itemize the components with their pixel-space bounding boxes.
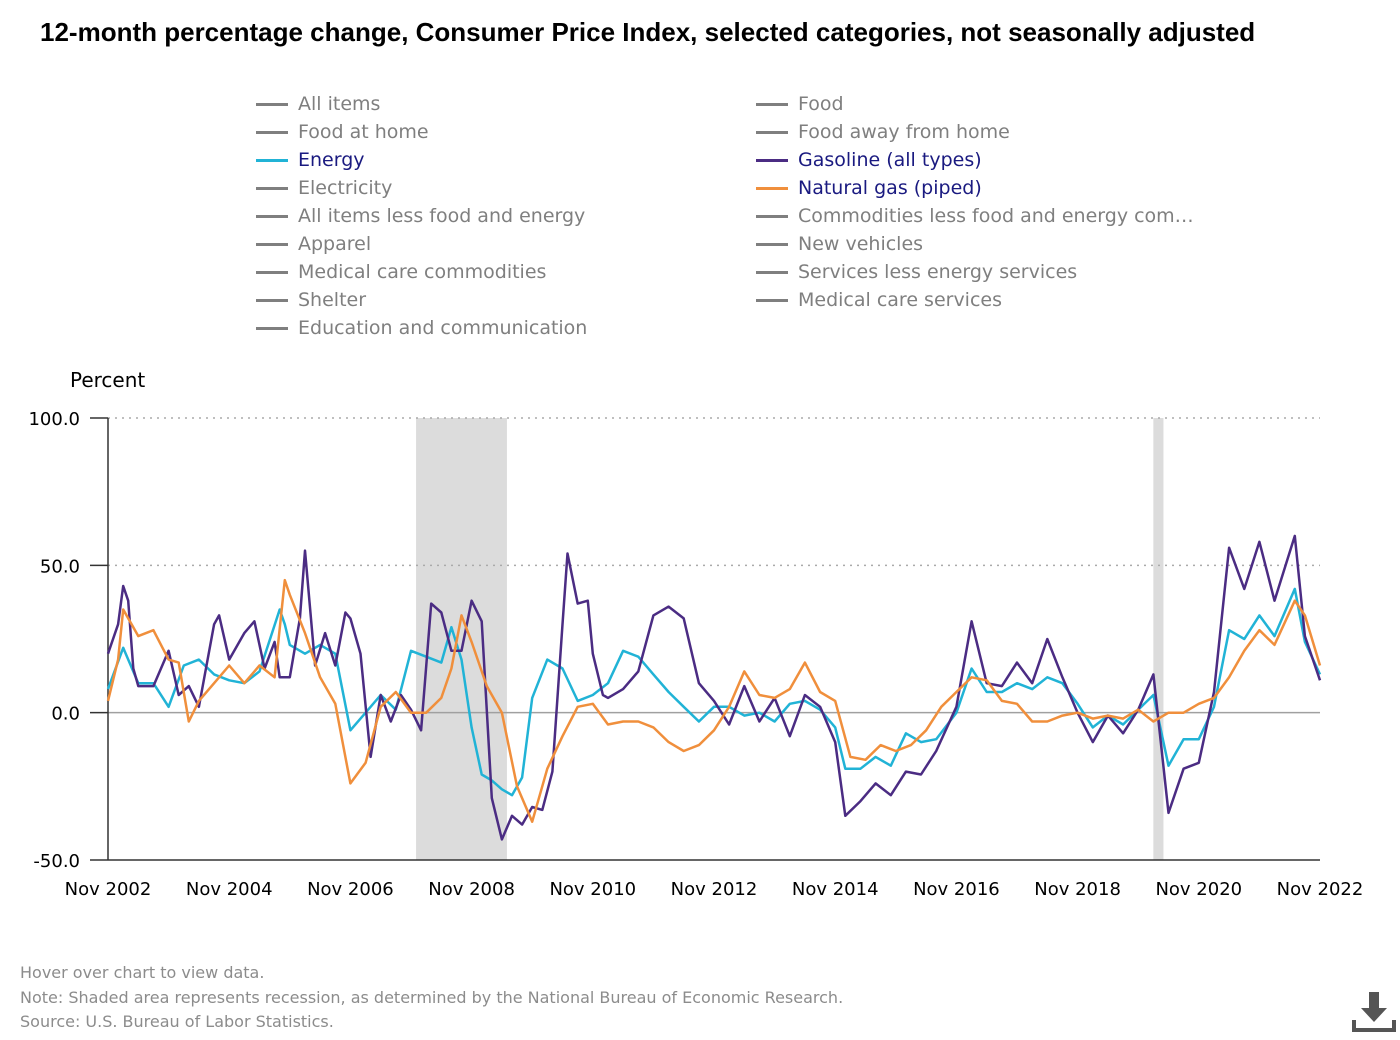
legend-item[interactable]: Services less energy services — [756, 258, 1077, 286]
legend-label: Food at home — [298, 121, 429, 143]
legend-item[interactable]: Medical care services — [756, 286, 1002, 314]
x-tick-label: Nov 2010 — [549, 879, 636, 900]
legend-swatch — [256, 242, 288, 246]
legend-label: New vehicles — [798, 233, 924, 255]
download-button[interactable] — [1352, 990, 1396, 1034]
hover-hint: Hover over chart to view data. — [20, 963, 265, 982]
legend-item[interactable]: Education and communication — [256, 314, 587, 342]
download-icon — [1352, 992, 1396, 1032]
legend-swatch — [256, 186, 288, 190]
legend-swatch — [756, 130, 788, 134]
line-chart[interactable]: -50.0 0.0 50.0 100.0 Nov 2002 Nov 2004 Nov 200… — [0, 0, 1400, 920]
legend-item[interactable]: All items less food and energy — [256, 202, 585, 230]
x-tick-label: Nov 2008 — [428, 879, 515, 900]
source-note: Source: U.S. Bureau of Labor Statistics. — [20, 1012, 334, 1031]
series-line — [106, 587, 1322, 797]
legend-label: Food away from home — [798, 121, 1010, 143]
recession-band — [416, 418, 507, 860]
legend-label: Energy — [298, 149, 365, 171]
legend-label: Natural gas (piped) — [798, 177, 982, 199]
legend-label: Medical care commodities — [298, 261, 547, 283]
legend-item[interactable]: Food away from home — [756, 118, 1010, 146]
x-tick-label: Nov 2004 — [186, 879, 273, 900]
x-tick-label: Nov 2006 — [307, 879, 394, 900]
x-tick-label: Nov 2018 — [1034, 879, 1121, 900]
legend-item[interactable]: Food — [756, 90, 844, 118]
legend-label: Shelter — [298, 289, 367, 311]
series-line — [106, 578, 1322, 823]
legend-swatch — [756, 186, 788, 190]
chart-title: 12-month percentage change, Consumer Pri… — [40, 17, 1256, 47]
legend-swatch — [256, 214, 288, 218]
legend-swatch — [256, 298, 288, 302]
legend-label: Services less energy services — [798, 261, 1078, 283]
legend-item[interactable]: Shelter — [256, 286, 366, 314]
y-tick-label: 100.0 — [28, 409, 80, 430]
legend-swatch — [756, 158, 788, 162]
legend-swatch — [756, 242, 788, 246]
x-tick-label: Nov 2016 — [913, 879, 1000, 900]
legend-item[interactable]: Commodities less food and energy com… — [756, 202, 1194, 230]
legend-label: All items — [298, 93, 381, 115]
legend-item[interactable]: Energy — [256, 146, 365, 174]
series-line — [106, 534, 1322, 841]
legend-label: Food — [798, 93, 844, 115]
legend-label: Education and communication — [298, 317, 588, 339]
x-tick-label: Nov 2014 — [792, 879, 879, 900]
legend-label: Gasoline (all types) — [798, 149, 982, 171]
x-tick-label: Nov 2022 — [1277, 879, 1364, 900]
y-tick-label: -50.0 — [33, 851, 80, 872]
x-tick-label: Nov 2012 — [671, 879, 758, 900]
legend-item[interactable]: Food at home — [256, 118, 429, 146]
legend-swatch — [256, 326, 288, 330]
legend-label: Electricity — [298, 177, 393, 199]
x-tick-label: Nov 2002 — [65, 879, 152, 900]
legend-item[interactable]: Apparel — [256, 230, 371, 258]
legend-item[interactable]: Natural gas (piped) — [756, 174, 982, 202]
legend-item[interactable]: Gasoline (all types) — [756, 146, 982, 174]
legend-swatch — [756, 298, 788, 302]
y-axis-label: Percent — [70, 368, 146, 392]
legend-label: Apparel — [298, 233, 372, 255]
recession-band — [1153, 418, 1164, 860]
recession-note: Note: Shaded area represents recession, … — [20, 988, 844, 1007]
legend-swatch — [756, 102, 788, 106]
y-tick-label: 0.0 — [51, 704, 80, 725]
legend-label: Commodities less food and energy com… — [798, 205, 1194, 227]
x-tick-label: Nov 2020 — [1155, 879, 1242, 900]
legend-item[interactable]: All items — [256, 90, 380, 118]
legend-swatch — [256, 130, 288, 134]
y-tick-label: 50.0 — [40, 556, 80, 577]
legend-item[interactable]: Medical care commodities — [256, 258, 546, 286]
legend-label: All items less food and energy — [298, 205, 586, 227]
legend-swatch — [256, 102, 288, 106]
legend-swatch — [756, 214, 788, 218]
legend-swatch — [256, 270, 288, 274]
legend-item[interactable]: New vehicles — [756, 230, 923, 258]
legend-label: Medical care services — [798, 289, 1002, 311]
legend-swatch — [256, 158, 288, 162]
legend-swatch — [756, 270, 788, 274]
legend-item[interactable]: Electricity — [256, 174, 392, 202]
